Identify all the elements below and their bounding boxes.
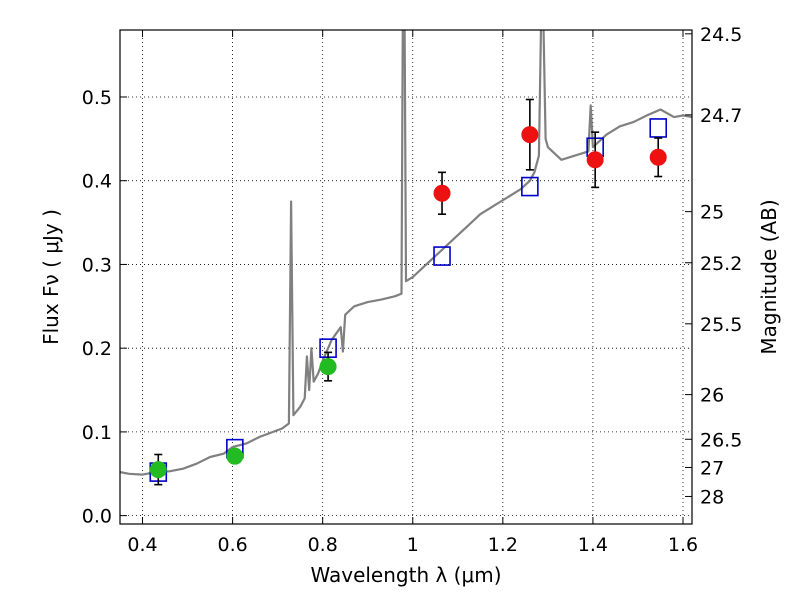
optical-point — [226, 447, 244, 465]
infrared-point — [433, 184, 451, 202]
y-axis-title: Flux Fν ( μJy ) — [39, 209, 63, 345]
x-axis-title: Wavelength λ (μm) — [310, 563, 501, 587]
y-tick-label: 0.5 — [82, 87, 112, 109]
mag-tick-label: 24.7 — [700, 105, 742, 127]
mag-tick-label: 26.5 — [700, 429, 742, 451]
y-tick-label: 0.4 — [82, 171, 112, 193]
x-tick-label: 1.4 — [578, 534, 608, 556]
mag-tick-label: 26 — [700, 385, 724, 407]
mag-tick-label: 24.5 — [700, 24, 742, 46]
ticks: 0.4 0.6 0.8 1 1.2 1.4 1.6 0.0 0.1 0.2 0.3 0.4 0.5 24.… — [82, 24, 743, 556]
mag-tick-label: 27 — [700, 457, 724, 479]
model-square — [521, 176, 539, 197]
mag-tick-label: 25.5 — [700, 314, 742, 336]
y-tick-label: 0.0 — [82, 506, 112, 528]
mag-tick-label: 28 — [700, 486, 724, 508]
infrared-point — [586, 151, 604, 169]
optical-point — [319, 358, 337, 376]
x-tick-label: 1 — [407, 534, 419, 556]
infrared-point — [649, 148, 667, 166]
y-tick-label: 0.1 — [82, 422, 112, 444]
spectrum-line — [120, 30, 692, 476]
model-square — [433, 246, 451, 266]
x-tick-label: 0.4 — [127, 534, 157, 556]
infrared-point — [521, 126, 539, 144]
plot-frame — [119, 29, 693, 525]
mag-tick-label: 25.2 — [700, 253, 742, 275]
y2-axis-title: Magnitude (AB) — [757, 199, 781, 354]
grid — [120, 30, 692, 524]
optical-point — [149, 461, 167, 479]
y-tick-label: 0.2 — [82, 338, 112, 360]
x-tick-label: 0.6 — [217, 534, 247, 556]
mag-tick-label: 25 — [700, 202, 724, 224]
x-tick-label: 1.6 — [668, 534, 698, 556]
x-tick-label: 1.2 — [488, 534, 518, 556]
model-square — [649, 118, 668, 138]
x-tick-label: 0.8 — [308, 534, 338, 556]
y-tick-label: 0.3 — [82, 254, 112, 276]
